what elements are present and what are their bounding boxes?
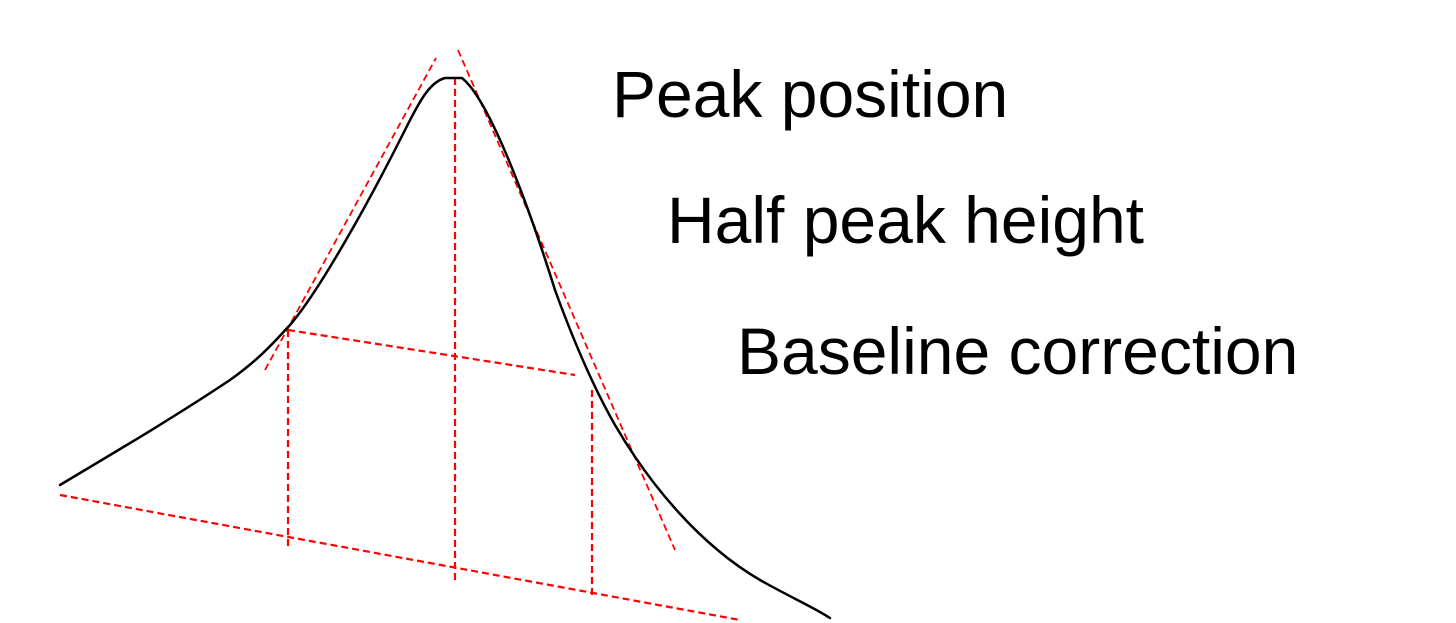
right-tangent-line — [457, 49, 676, 551]
left-tangent-line — [264, 57, 437, 371]
peak-curve — [58, 76, 832, 620]
peak-position-label: Peak position — [612, 57, 1009, 131]
half-peak-height-label: Half peak height — [667, 183, 1144, 257]
baseline-correction-label: Baseline correction — [737, 314, 1299, 388]
half-height-line — [287, 328, 576, 377]
baseline-line — [59, 493, 741, 622]
